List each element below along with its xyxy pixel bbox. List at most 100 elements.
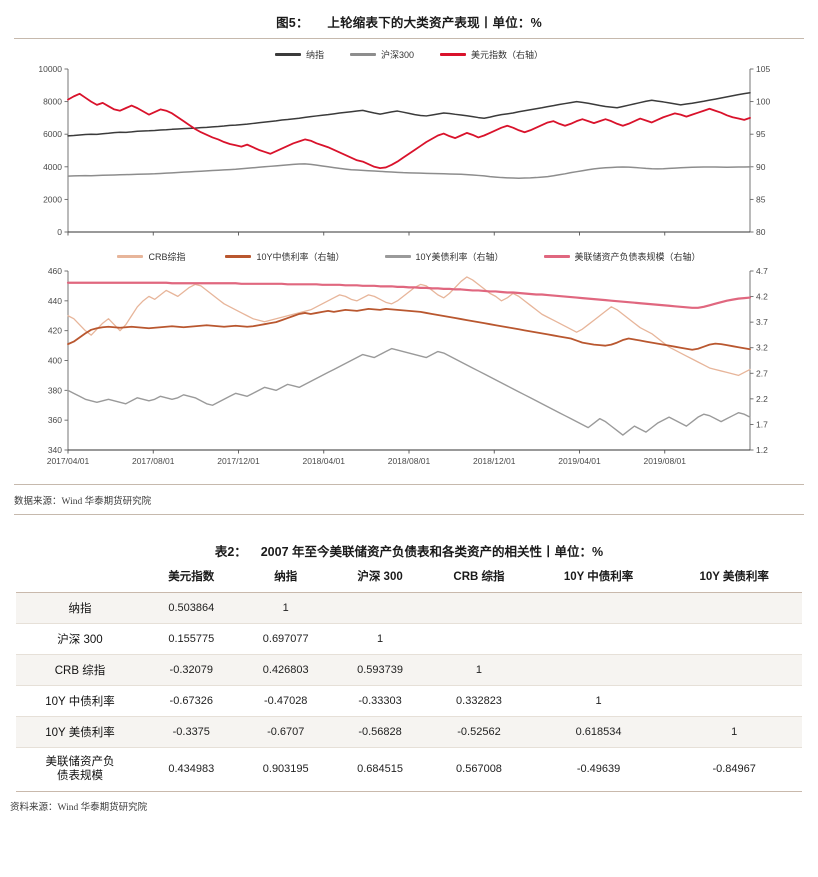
legend-swatch-csi300: [349, 53, 376, 56]
table-col-header-6: 10Y 美债利率: [666, 560, 802, 593]
legend-label-nasdaq: 纳指: [305, 50, 324, 60]
svg-text:2019/08/01: 2019/08/01: [643, 456, 686, 466]
table-row-header: 10Y 美债利率: [16, 716, 144, 748]
figure-number: 图5：: [276, 16, 309, 30]
table-cell: [427, 623, 531, 655]
svg-text:3.7: 3.7: [756, 317, 768, 327]
svg-text:0: 0: [57, 227, 62, 237]
table-title-text: 2007 年至今美联储资产负债表和各类资产的相关性丨单位：%: [260, 545, 604, 559]
svg-text:440: 440: [48, 296, 62, 306]
table-cell: 1: [238, 592, 333, 624]
table-cell: 0.903195: [238, 747, 333, 792]
figure-title-text: 上轮缩表下的大类资产表现丨单位：%: [327, 16, 542, 30]
legend-item-us10y: 10Y美债利率（右轴）: [384, 250, 504, 263]
table-cell: [427, 592, 531, 624]
table-row: 美联储资产负 债表规模 0.434983 0.903195 0.684515 0.5670…: [16, 747, 802, 792]
legend-label-csi300: 沪深300: [380, 50, 415, 60]
table-cell: [530, 654, 667, 686]
table-cell: -0.3375: [144, 716, 239, 748]
svg-text:2017/12/01: 2017/12/01: [217, 456, 260, 466]
table-col-header-1: 美元指数: [144, 560, 239, 593]
legend-swatch-crb: [117, 255, 144, 258]
chart-rates: 340 360 380 400 420 440 460 1.2 1.7 2.2 2.7 3.2 3.7 4…: [8, 263, 810, 478]
svg-text:100: 100: [756, 97, 770, 107]
table-cell: [530, 592, 667, 624]
svg-text:10000: 10000: [38, 64, 62, 74]
svg-text:4000: 4000: [43, 162, 62, 172]
table-cell: [332, 592, 428, 624]
legend-item-dxy: 美元指数（右轴）: [440, 48, 543, 61]
legend-label-us10y: 10Y美债利率（右轴）: [415, 252, 504, 262]
table-col-header-5: 10Y 中债利率: [530, 560, 667, 593]
table-cell: -0.33303: [332, 685, 428, 717]
table-cell: 0.426803: [238, 654, 333, 686]
table-row-header: CRB 综指: [16, 654, 144, 686]
svg-text:4.7: 4.7: [756, 266, 768, 276]
table-col-header-4: CRB 综指: [427, 560, 531, 593]
table-row: 10Y 中债利率 -0.67326 -0.47028 -0.33303 0.332823…: [16, 685, 802, 717]
table-cell: -0.56828: [332, 716, 428, 748]
svg-text:2018/12/01: 2018/12/01: [473, 456, 516, 466]
legend-swatch-dxy: [440, 53, 467, 56]
svg-text:420: 420: [48, 326, 62, 336]
table-number: 表2：: [214, 545, 247, 559]
legend-swatch-fed-balance: [543, 255, 570, 258]
table-cell: -0.49639: [530, 747, 667, 792]
table-cell: -0.47028: [238, 685, 333, 717]
figure-bottom-divider: [14, 514, 804, 515]
legend-label-fed-balance: 美联储资产负债表规模（右轴）: [574, 252, 701, 262]
correlation-table: 美元指数 纳指 沪深 300 CRB 综指 10Y 中债利率 10Y 美债利率 …: [16, 560, 802, 792]
legend-label-crb: CRB综指: [148, 252, 186, 262]
table-cell: [666, 654, 802, 686]
svg-text:400: 400: [48, 356, 62, 366]
table-row: 纳指 0.503864 1: [16, 592, 802, 624]
table-header-row: 美元指数 纳指 沪深 300 CRB 综指 10Y 中债利率 10Y 美债利率: [16, 560, 802, 593]
legend-item-nasdaq: 纳指: [274, 48, 324, 61]
table-cell: -0.52562: [427, 716, 531, 748]
svg-text:1.7: 1.7: [756, 419, 768, 429]
table-col-header-0: [16, 560, 144, 593]
chart2-legend: CRB综指 10Y中债利率（右轴） 10Y美债利率（右轴） 美联储资产负债表规模…: [0, 250, 818, 263]
table-row-header: 纳指: [16, 592, 144, 624]
svg-text:1.2: 1.2: [756, 445, 768, 455]
table-row-header: 美联储资产负 债表规模: [16, 747, 144, 792]
legend-swatch-nasdaq: [274, 53, 301, 56]
table-cell: 0.567008: [427, 747, 531, 792]
table-cell: [530, 623, 667, 655]
figure-title: 图5： 上轮缩表下的大类资产表现丨单位：%: [0, 0, 818, 31]
table-row-header: 10Y 中债利率: [16, 685, 144, 717]
svg-text:2000: 2000: [43, 194, 62, 204]
svg-text:90: 90: [756, 162, 766, 172]
legend-label-dxy: 美元指数（右轴）: [471, 50, 544, 60]
svg-text:105: 105: [756, 64, 770, 74]
table-cell: 0.593739: [332, 654, 428, 686]
svg-text:4.2: 4.2: [756, 292, 768, 302]
legend-item-cn10y: 10Y中债利率（右轴）: [225, 250, 345, 263]
svg-text:6000: 6000: [43, 129, 62, 139]
chart-rates-svg: 340 360 380 400 420 440 460 1.2 1.7 2.2 2.7 3.2 3.7 4…: [47, 266, 768, 466]
svg-text:2018/08/01: 2018/08/01: [388, 456, 431, 466]
table-cell: 0.684515: [332, 747, 428, 792]
table-cell: -0.32079: [144, 654, 239, 686]
chart-assets: 0 2000 4000 6000 8000 10000 80 85 90 95 100 105: [8, 61, 810, 246]
svg-text:460: 460: [48, 266, 62, 276]
legend-swatch-us10y: [384, 255, 411, 258]
table-cell: -0.67326: [144, 685, 239, 717]
svg-text:2017/04/01: 2017/04/01: [47, 456, 90, 466]
svg-text:8000: 8000: [43, 97, 62, 107]
svg-text:380: 380: [48, 385, 62, 395]
svg-text:360: 360: [48, 415, 62, 425]
table-cell: [666, 592, 802, 624]
table-body: 纳指 0.503864 1 沪深 300 0.155775 0.697077 1 CRB 综指…: [16, 592, 802, 792]
table-cell: [666, 623, 802, 655]
legend-swatch-cn10y: [225, 255, 252, 258]
table-cell: 0.697077: [238, 623, 333, 655]
svg-text:2.7: 2.7: [756, 368, 768, 378]
table-cell: 1: [666, 716, 802, 748]
table-row: 沪深 300 0.155775 0.697077 1: [16, 623, 802, 655]
table-col-header-3: 沪深 300: [332, 560, 428, 593]
table-source: 资料来源：Wind 华泰期货研究院: [10, 802, 148, 813]
figure-source-divider: [14, 484, 804, 485]
table-cell: 0.503864: [144, 592, 239, 624]
